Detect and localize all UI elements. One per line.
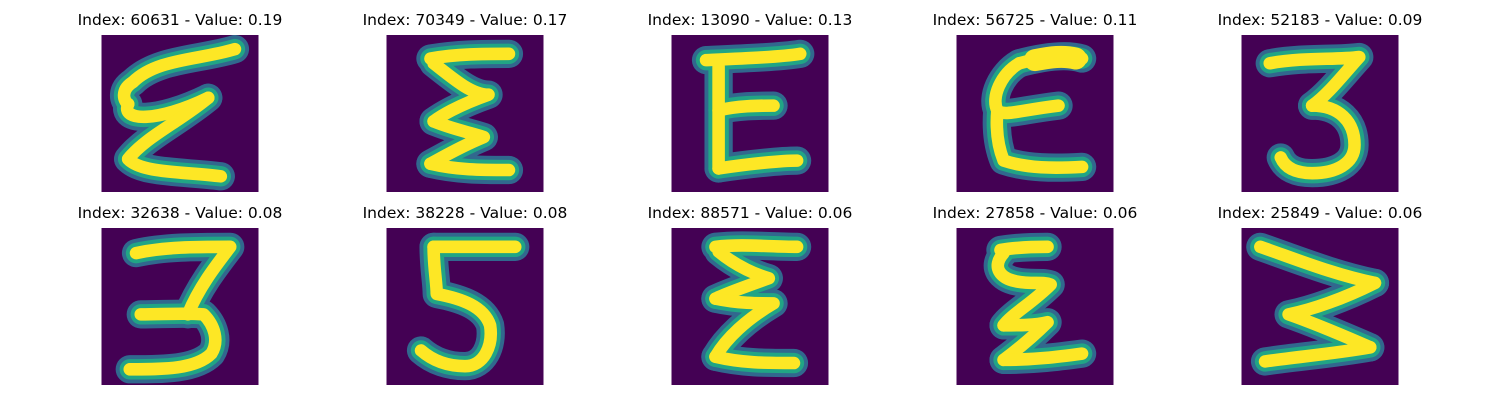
handwritten-glyph-image — [386, 35, 544, 192]
image-panel-3: Index: 13090 - Value: 0.13 — [620, 10, 880, 192]
image-panel-9: Index: 27858 - Value: 0.06 — [905, 203, 1165, 385]
image-panel-2: Index: 70349 - Value: 0.17 — [335, 10, 595, 192]
handwritten-glyph-image — [101, 35, 259, 192]
panel-title: Index: 56725 - Value: 0.11 — [932, 11, 1138, 29]
panel-title: Index: 60631 - Value: 0.19 — [77, 11, 283, 29]
panel-title: Index: 70349 - Value: 0.17 — [362, 11, 568, 29]
image-panel-5: Index: 52183 - Value: 0.09 — [1190, 10, 1450, 192]
image-panel-4: Index: 56725 - Value: 0.11 — [905, 10, 1165, 192]
panel-title: Index: 32638 - Value: 0.08 — [77, 204, 283, 222]
panel-title: Index: 25849 - Value: 0.06 — [1217, 204, 1423, 222]
image-panel-8: Index: 88571 - Value: 0.06 — [620, 203, 880, 385]
handwritten-glyph-image — [386, 228, 544, 385]
panel-title: Index: 38228 - Value: 0.08 — [362, 204, 568, 222]
panel-title: Index: 13090 - Value: 0.13 — [647, 11, 853, 29]
handwritten-glyph-image — [101, 228, 259, 385]
panel-title: Index: 52183 - Value: 0.09 — [1217, 11, 1423, 29]
image-panel-10: Index: 25849 - Value: 0.06 — [1190, 203, 1450, 385]
handwritten-glyph-image — [956, 228, 1114, 385]
handwritten-glyph-image — [956, 35, 1114, 192]
image-panel-1: Index: 60631 - Value: 0.19 — [50, 10, 310, 192]
handwritten-glyph-image — [1241, 35, 1399, 192]
image-panel-6: Index: 32638 - Value: 0.08 — [50, 203, 310, 385]
handwritten-glyph-image — [1241, 228, 1399, 385]
panel-title: Index: 88571 - Value: 0.06 — [647, 204, 853, 222]
handwritten-glyph-image — [671, 35, 829, 192]
handwritten-glyph-image — [671, 228, 829, 385]
image-panel-7: Index: 38228 - Value: 0.08 — [335, 203, 595, 385]
panel-title: Index: 27858 - Value: 0.06 — [932, 204, 1138, 222]
